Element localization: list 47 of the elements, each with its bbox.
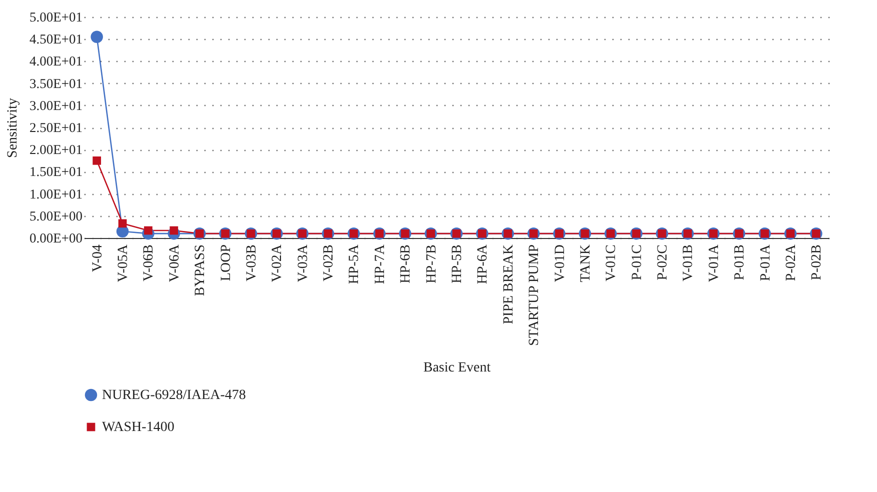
y-tick-label: 2.50E+01: [30, 120, 82, 135]
x-tick-label: PIPE BREAK: [501, 244, 516, 324]
x-tick-label: P-01A: [758, 244, 774, 282]
point: [118, 219, 127, 228]
x-tick-label: P-02C: [656, 244, 671, 280]
x-axis-title: Basic Event: [423, 360, 491, 376]
x-tick-label: HP-6B: [398, 244, 414, 284]
x-tick-label: V-01C: [604, 244, 620, 282]
x-tick-label: V-06B: [142, 244, 157, 282]
x-tick-label: HP-7B: [424, 244, 440, 284]
x-tick-label: P-02A: [784, 244, 799, 282]
x-tick-label: LOOP: [218, 244, 234, 282]
x-tick-label: STARTUP PUMP: [527, 244, 542, 346]
point: [92, 156, 102, 165]
x-tick-label: P-01B: [732, 244, 748, 280]
x-tick-label: V-05A: [116, 244, 132, 282]
x-tick-label: V-01A: [706, 244, 722, 282]
x-tick-label: V-06A: [167, 244, 182, 282]
y-axis-title: Sensitivity: [6, 98, 21, 158]
point: [90, 30, 103, 43]
x-tick-label: HP-7A: [372, 244, 388, 284]
y-tick-label: 3.00E+01: [30, 98, 82, 113]
y-tick-label: 3.50E+01: [30, 76, 82, 91]
y-tick-label: 0.00E+00: [30, 230, 83, 246]
x-tick-label: HP-6A: [476, 244, 491, 284]
x-tick-label: HP-5B: [450, 244, 465, 284]
legend-label: WASH-1400: [102, 420, 174, 435]
legend-label: NUREG-6928/IAEA-478: [102, 388, 246, 403]
y-tick-label: 1.00E+01: [30, 186, 82, 202]
x-tick-label: V-03A: [296, 244, 311, 282]
x-tick-label: TANK: [578, 244, 594, 282]
x-tick-label: V-01D: [552, 244, 568, 282]
x-tick-label: V-02B: [322, 244, 337, 282]
x-tick-label: P-02B: [810, 244, 825, 280]
x-tick-label: V-03B: [244, 244, 260, 282]
y-tick-label: 1.50E+01: [30, 164, 82, 180]
y-tick-label: 5.00E+01: [30, 10, 82, 24]
y-tick-label: 5.00E+00: [30, 208, 83, 224]
y-tick-label: 4.50E+01: [30, 32, 82, 47]
x-tick-label: BYPASS: [193, 244, 208, 296]
y-tick-label: 2.00E+01: [30, 142, 82, 158]
x-tick-label: V-01B: [681, 244, 696, 282]
x-tick-label: HP-5A: [347, 244, 362, 284]
y-tick-label: 4.00E+01: [30, 54, 82, 69]
x-tick-label: V-04: [90, 244, 106, 272]
x-tick-label: V-02A: [270, 244, 286, 282]
x-tick-label: P-01C: [630, 244, 645, 280]
